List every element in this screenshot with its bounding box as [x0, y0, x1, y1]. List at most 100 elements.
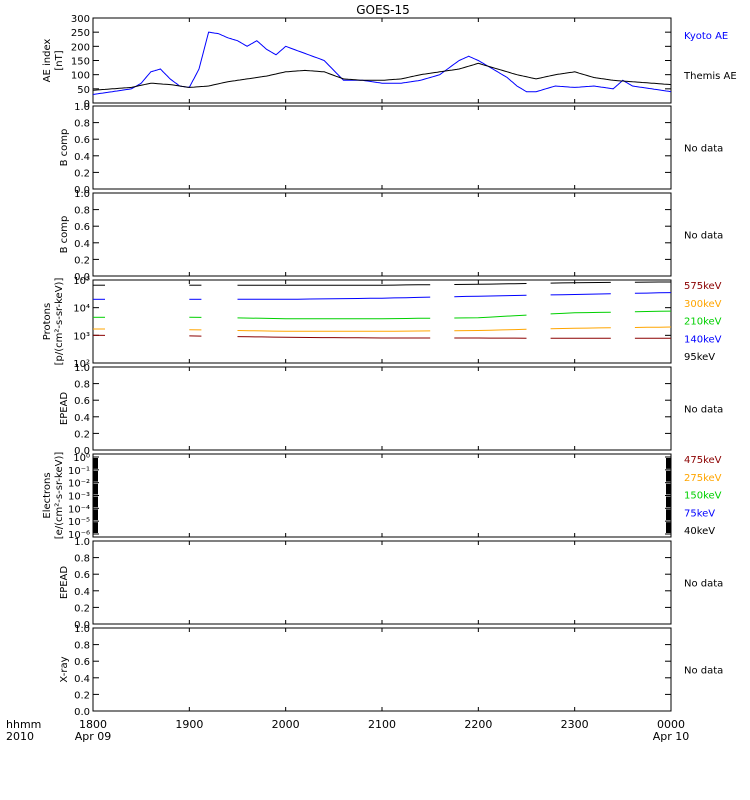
series-line-300kev	[550, 327, 611, 330]
panel-frame	[92, 192, 672, 277]
y-tick-label: 0.8	[74, 641, 90, 652]
time-axis-year-label: 2010	[6, 730, 34, 743]
series-line-140kev	[550, 293, 611, 296]
legend-entry: Kyoto AE	[684, 31, 728, 42]
y-tick-label: 0.8	[74, 380, 90, 391]
y-axis-label: EPEAD	[59, 566, 70, 600]
panel-stack: 0 50 100 150 200 250 300 AE index [nT] Kyoto AE Th…	[42, 14, 737, 718]
minor-tick-block	[93, 458, 98, 469]
series-line-140kev	[634, 292, 672, 294]
y-tick-label: 0.2	[74, 603, 90, 614]
minor-tick-block	[93, 483, 98, 495]
y-tick-label: 0	[84, 99, 90, 110]
y-tick-label: 0.8	[74, 554, 90, 565]
y-tick-label: 250	[71, 28, 90, 39]
legend-entry: 40keV	[684, 526, 715, 537]
y-tick-label: 0.6	[74, 396, 90, 407]
y-tick-label: 0.8	[74, 206, 90, 217]
y-tick-label: 10³	[73, 331, 90, 342]
minor-tick-block-right	[666, 496, 671, 508]
series-line-210kev	[550, 311, 611, 315]
x-date-label: Apr 10	[653, 730, 690, 743]
minor-tick-block-right	[666, 483, 671, 495]
series-line-140kev	[454, 294, 527, 298]
y-tick-label: 0.2	[74, 168, 90, 179]
y-tick-label: 0.6	[74, 222, 90, 233]
series-line-210kev	[634, 310, 672, 313]
y-tick-label: 10⁻⁵	[68, 517, 90, 528]
y-tick-label: 0.2	[74, 690, 90, 701]
y-tick-label: 0.2	[74, 255, 90, 266]
legend-entry: 475keV	[684, 455, 722, 466]
series-line-210kev	[454, 314, 527, 319]
y-tick-label: 10⁻³	[68, 492, 90, 503]
x-tick-label: 2300	[561, 718, 589, 731]
y-tick-label: 10⁻¹	[68, 466, 90, 477]
y-axis-label: B comp	[59, 216, 70, 254]
legend-entry: 575keV	[684, 281, 722, 292]
series-line-575kev	[237, 336, 431, 339]
legend-entry: 95keV	[684, 352, 715, 363]
panel-status-label: No data	[684, 144, 723, 155]
panel-frame	[92, 105, 672, 190]
minor-tick-block-right	[666, 470, 671, 482]
y-tick-label: 150	[71, 57, 90, 68]
y-axis-label: [e/(cm²-s-sr-keV)]	[54, 452, 65, 540]
time-axis: hhmm 2010 1800 1900 2000 2100 2200 2300 0000Ap…	[6, 718, 689, 743]
panel-5: 0.0 0.2 0.4 0.6 0.8 1.0 EPEAD No data	[59, 363, 723, 457]
y-tick-label: 200	[71, 42, 90, 53]
minor-tick-block	[93, 496, 98, 508]
legend-entry: 140keV	[684, 334, 722, 345]
series-line-300kev	[634, 326, 672, 328]
panel-frame	[92, 366, 672, 451]
y-tick-label: 0.8	[74, 119, 90, 130]
y-axis-label: Electrons	[42, 472, 53, 518]
y-tick-label: 10⁵	[73, 276, 90, 287]
y-tick-label: 1.0	[74, 189, 90, 200]
figure-title: GOES-15	[356, 3, 410, 17]
series-line-210kev	[237, 317, 431, 320]
y-tick-label: 0.4	[74, 239, 90, 250]
y-tick-label: 0.4	[74, 587, 90, 598]
panel-frame	[92, 279, 672, 364]
y-tick-label: 50	[77, 85, 90, 96]
panel-3: 0.0 0.2 0.4 0.6 0.8 1.0 B comp No data	[59, 189, 723, 283]
legend-entry: 150keV	[684, 491, 722, 502]
minor-tick-block-right	[666, 509, 671, 521]
panel-6: 10⁰ 10⁻¹ 10⁻² 10⁻³10⁻⁴ 10⁻⁵ 10⁻⁶ Electrons [e/(…	[42, 452, 722, 541]
panel-status-label: No data	[684, 231, 723, 242]
x-tick-label: 2000	[272, 718, 300, 731]
y-tick-label: 0.0	[74, 272, 90, 283]
y-tick-label: 1.0	[74, 102, 90, 113]
panel-status-label: No data	[684, 666, 723, 677]
y-axis-label: EPEAD	[59, 392, 70, 426]
y-axis-label: [nT]	[54, 50, 65, 70]
panel-4: 10² 10³ 10⁴ 10⁵ Protons [p/(cm²-s-sr-keV)] 575…	[42, 276, 722, 370]
panel-frame	[92, 17, 672, 104]
panel-frame	[92, 453, 672, 538]
panel-frame	[92, 540, 672, 625]
y-tick-label: 1.0	[74, 363, 90, 374]
legend-entry: 300keV	[684, 299, 722, 310]
y-tick-label: 0.6	[74, 135, 90, 146]
y-tick-label: 10⁰	[73, 453, 90, 464]
y-tick-label: 300	[71, 14, 90, 25]
x-tick-label: 2200	[464, 718, 492, 731]
y-tick-label: 0.6	[74, 657, 90, 668]
series-line-95kev	[454, 283, 527, 285]
y-tick-label: 100	[71, 71, 90, 82]
legend-entry: 275keV	[684, 473, 722, 484]
panel-1: 0 50 100 150 200 250 300 AE index [nT] Kyoto AE Th…	[42, 14, 737, 110]
y-tick-label: 0.4	[74, 413, 90, 424]
y-tick-label: 0.4	[74, 674, 90, 685]
series-line-300kev	[454, 328, 527, 332]
y-axis-label: X-ray	[59, 656, 70, 682]
series-line-95kev	[237, 284, 431, 286]
panel-status-label: No data	[684, 579, 723, 590]
x-date-label: Apr 09	[75, 730, 112, 743]
y-axis-label: [p/(cm²-s-sr-keV)]	[54, 278, 65, 366]
y-tick-label: 10⁻⁶	[68, 530, 90, 541]
y-tick-label: 0.0	[74, 620, 90, 631]
y-axis-label: B comp	[59, 129, 70, 167]
panel-8: 0.0 0.2 0.4 0.6 0.8 1.0 X-ray No data	[59, 624, 723, 718]
